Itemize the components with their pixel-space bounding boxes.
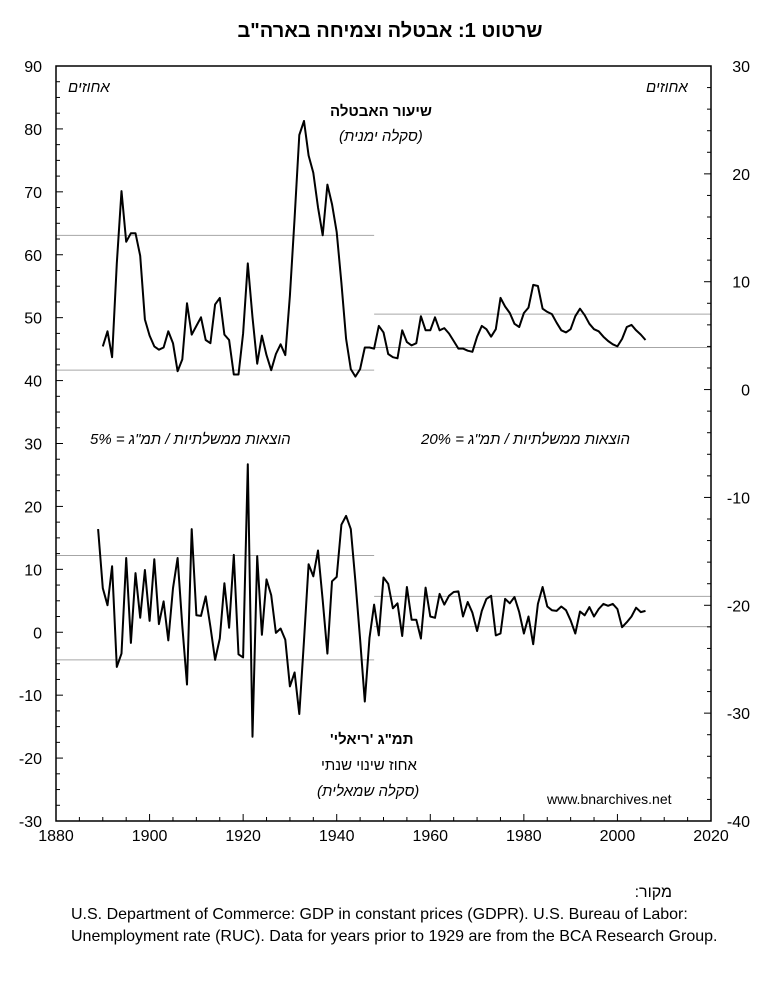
y-left-tick-label: 40 [24,374,42,391]
y-left-tick-label: 50 [24,311,42,328]
chart-title: שרטוט 1: אבטלה וצמיחה בארה"ב [237,20,543,42]
y-left-tick-label: -30 [19,814,42,831]
unemployment-line [101,120,647,378]
gdp-title: תמ"ג 'ריאלי' [330,731,414,748]
y-left-tick-label: 0 [33,625,42,642]
gov-spending-left-label: הוצאות ממשלתיות / תמ"ג = 5% [90,431,291,448]
y-left-tick-label: 30 [24,437,42,454]
y-right-tick-label: -40 [727,814,750,831]
x-tick-label: 1960 [412,828,448,845]
gdp-growth-line [97,463,646,738]
source-text: U.S. Department of Commerce: GDP in cons… [71,906,718,945]
y-left-tick-label: 20 [24,499,42,516]
gov-spending-right-label: הוצאות ממשלתיות / תמ"ג = 20% [421,431,630,448]
y-left-tick-label: 80 [24,122,42,139]
x-tick-label: 1940 [319,828,355,845]
watermark: www.bnarchives.net [547,791,672,807]
x-axis-ticks: 1880 1900 1920 1940 1960 1980 2000 2020 [38,814,729,845]
y-left-tick-label: 70 [24,185,42,202]
gdp-subtitle: אחוז שינוי שנתי [321,757,417,774]
y-right-tick-label: -20 [727,598,750,615]
y-right-tick-label: 10 [732,275,750,292]
source-heading: מקור: [634,884,672,901]
unemployment-title: שיעור האבטלה [330,103,432,120]
y-right-tick-label: 30 [732,59,750,76]
y-left-tick-label: -20 [19,751,42,768]
gdp-scale-note: (סקלה שמאלית) [317,783,420,800]
series-lines [97,120,647,738]
x-tick-label: 1900 [132,828,168,845]
y-left-tick-label: 60 [24,248,42,265]
left-unit-label: אחוזים [68,79,110,96]
y-right-tick-label: 0 [741,383,750,400]
x-tick-label: 2020 [693,828,729,845]
x-tick-label: 1920 [225,828,261,845]
y-right-axis-ticks: -40 -30 -20 -10 0 10 20 30 [704,59,750,831]
y-right-tick-label: 20 [732,167,750,184]
x-tick-label: 1980 [506,828,542,845]
right-unit-label: אחוזים [646,79,688,96]
chart-svg: 1880 1900 1920 1940 1960 1980 2000 2020 -30-20-… [19,59,750,845]
x-tick-label: 2000 [600,828,636,845]
y-right-tick-label: -30 [727,706,750,723]
y-left-tick-label: 90 [24,59,42,76]
y-right-tick-label: -10 [727,490,750,507]
y-left-tick-label: 10 [24,562,42,579]
y-left-axis-ticks: -30 -20 -10 0 10 20 30 40 50 60 70 80 90 [19,59,63,831]
x-tick-label: 1880 [38,828,74,845]
unemployment-scale-note: (סקלה ימנית) [339,128,423,145]
y-left-tick-label: -10 [19,688,42,705]
